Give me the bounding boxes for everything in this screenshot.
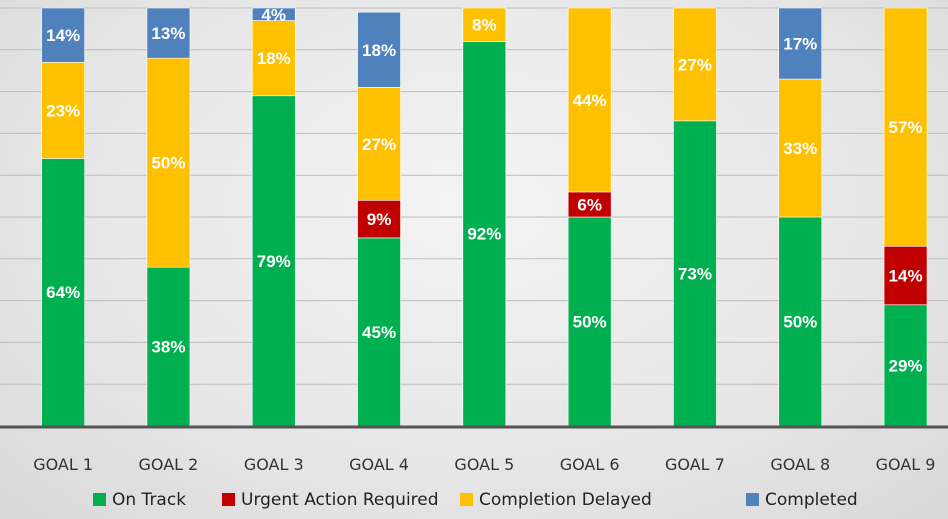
bar-segment <box>41 7 85 63</box>
legend-label: Completion Delayed <box>479 490 652 510</box>
data-label: 50% <box>783 313 817 332</box>
data-label: 45% <box>362 323 396 342</box>
data-label: 29% <box>889 356 923 375</box>
bar-segment <box>146 7 191 59</box>
data-label: 9% <box>367 210 392 229</box>
bar-segment <box>673 7 717 122</box>
category-label: GOAL 1 <box>33 455 93 474</box>
category-label: GOAL 3 <box>244 455 304 474</box>
bar-segment <box>41 158 85 427</box>
legend-swatch <box>93 493 106 506</box>
bar-segment <box>567 216 612 427</box>
category-label: GOAL 4 <box>349 455 409 474</box>
bar-segment <box>146 57 191 268</box>
data-label: 14% <box>46 26 80 45</box>
bar-segment <box>357 87 401 201</box>
data-label: 38% <box>151 338 185 357</box>
data-label: 6% <box>577 195 602 214</box>
bar-segment <box>251 95 296 427</box>
bar-segment <box>673 120 717 427</box>
data-label: 92% <box>467 225 501 244</box>
category-label: GOAL 6 <box>560 455 620 474</box>
data-labels: 64% 23% 14% 38% 50% 13% 79% 18% 4% 45% 9% 27% 18% 92%… <box>46 5 922 375</box>
data-label: 18% <box>257 49 291 68</box>
legend-label: On Track <box>112 490 186 510</box>
bar-segment <box>883 7 928 247</box>
category-labels: GOAL 1 GOAL 2 GOAL 3 GOAL 4 GOAL 5 GOAL 6 GOAL… <box>33 455 935 474</box>
legend: On Track Urgent Action Required Completion… <box>93 490 858 510</box>
bar-segment <box>357 237 401 427</box>
category-label: GOAL 8 <box>770 455 830 474</box>
bar-segment <box>778 78 823 218</box>
data-label: 27% <box>678 55 712 74</box>
data-label: 44% <box>573 91 607 110</box>
category-label: GOAL 9 <box>876 455 936 474</box>
bar-segment <box>778 216 823 427</box>
data-label: 79% <box>257 252 291 271</box>
data-label: 33% <box>783 139 817 158</box>
legend-swatch <box>222 493 235 506</box>
category-label: GOAL 2 <box>139 455 199 474</box>
legend-swatch <box>746 493 759 506</box>
bar-segment <box>251 7 296 21</box>
data-label: 13% <box>151 24 185 43</box>
legend-label: Completed <box>765 490 858 510</box>
legend-swatch <box>460 493 473 506</box>
bars <box>41 7 928 427</box>
data-label: 50% <box>573 313 607 332</box>
bar-segment <box>41 62 85 159</box>
category-label: GOAL 5 <box>454 455 514 474</box>
legend-label: Urgent Action Required <box>241 490 439 510</box>
data-label: 64% <box>46 283 80 302</box>
bar-segment <box>883 245 928 306</box>
data-label: 8% <box>472 16 497 35</box>
data-label: 23% <box>46 101 80 120</box>
data-label: 57% <box>889 118 923 137</box>
bar-segment <box>462 7 507 42</box>
bar-segment <box>357 11 401 88</box>
data-label: 17% <box>783 35 817 54</box>
bar-segment <box>883 304 928 427</box>
data-label: 73% <box>678 264 712 283</box>
category-label: GOAL 7 <box>665 455 725 474</box>
bar-segment <box>567 191 612 218</box>
data-label: 50% <box>151 154 185 173</box>
data-label: 4% <box>261 5 286 24</box>
bar-segment <box>357 199 401 239</box>
bar-segment <box>251 20 296 97</box>
data-label: 14% <box>889 267 923 286</box>
data-label: 27% <box>362 135 396 154</box>
data-label: 18% <box>362 41 396 60</box>
bar-segment <box>146 266 191 427</box>
bar-segment <box>778 7 823 80</box>
bar-segment <box>567 7 612 193</box>
